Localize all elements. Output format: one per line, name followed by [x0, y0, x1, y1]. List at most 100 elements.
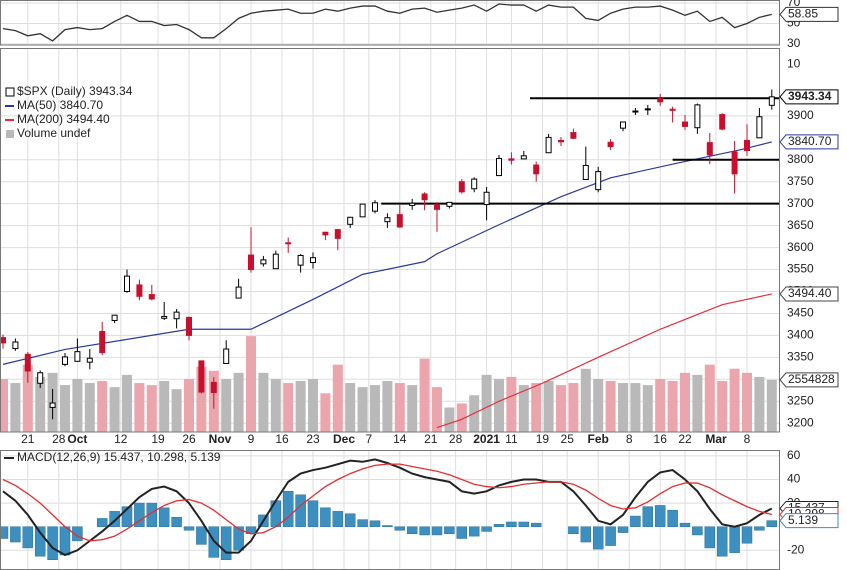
histogram-bar: [332, 511, 344, 527]
candle-body: [582, 164, 589, 181]
legend-entry: MA(50) 3840.70: [17, 98, 103, 112]
x-tick-label: 23: [306, 432, 320, 446]
y-tick-label: 3350: [787, 350, 814, 364]
price-title: $SPX (Daily) 3943.34: [17, 84, 133, 98]
candle-body: [248, 254, 254, 271]
legend-swatch: [6, 130, 14, 138]
volume-bar: [518, 385, 529, 432]
series-line: [2, 458, 773, 557]
volume-bar: [382, 381, 393, 432]
histogram-bar: [444, 526, 455, 535]
y-tick-label: 3750: [787, 174, 814, 188]
candle-body: [669, 108, 676, 111]
volume-bar: [605, 381, 616, 432]
candle-body: [409, 202, 416, 206]
histogram-bar: [406, 526, 418, 535]
volume-bar: [146, 385, 157, 432]
volume-bar: [766, 379, 777, 432]
volume-bar: [60, 385, 70, 432]
value-tag-box: [779, 134, 839, 150]
histogram-bar: [419, 526, 430, 536]
y-tick-label: 3650: [787, 218, 814, 232]
histogram-bar: [121, 506, 133, 527]
histogram-bar: [146, 502, 158, 527]
histogram-bar: [654, 505, 666, 527]
candle-body: [310, 257, 316, 264]
x-tick-label: 26: [182, 432, 196, 446]
candle-body: [136, 284, 143, 297]
histogram-bar: [344, 513, 356, 527]
histogram-bar: [630, 515, 641, 527]
value-tag: 3943.34: [788, 89, 832, 103]
value-tag: 2554828: [788, 372, 835, 386]
volume-bar: [717, 381, 728, 432]
histogram-bar: [158, 507, 170, 527]
candle-body: [508, 158, 515, 161]
candle-body: [421, 193, 428, 201]
candle-body: [446, 201, 453, 207]
histogram-bar: [0, 526, 9, 539]
legend-entry: MA(200) 3494.40: [17, 112, 110, 126]
histogram-bar: [530, 522, 542, 527]
value-tag-box: [779, 286, 839, 302]
series-line: [2, 141, 772, 365]
volume-bar: [258, 372, 269, 432]
volume-bar: [270, 378, 281, 432]
x-tick-label: 25: [561, 432, 575, 446]
volume-bar: [295, 381, 306, 432]
histogram-bar: [220, 526, 232, 560]
histogram-bar: [679, 522, 691, 527]
candle-body: [223, 348, 230, 365]
histogram-bar: [493, 524, 505, 527]
x-tick-label: 9: [248, 432, 255, 446]
volume-bar: [531, 383, 542, 432]
y-tick-label: 60: [787, 448, 801, 462]
candle-body: [0, 337, 6, 344]
volume-bar: [432, 387, 442, 432]
value-tag-box: [779, 513, 839, 529]
series-line: [436, 293, 772, 429]
x-tick-label: Dec: [333, 432, 355, 446]
candle-body: [533, 164, 540, 175]
price-frame: [0, 48, 780, 433]
histogram-bar: [96, 518, 108, 527]
x-tick-label: 21: [21, 432, 35, 446]
series-line: [2, 463, 772, 542]
candle-body: [347, 216, 354, 225]
histogram-bar: [481, 526, 492, 532]
volume-bar: [233, 372, 244, 432]
candle-body: [285, 242, 292, 245]
candle-body: [24, 353, 31, 372]
histogram-bar: [134, 502, 145, 527]
y-tick-label: 3550: [787, 262, 814, 276]
volume-bar: [593, 378, 604, 432]
volume-bar: [171, 389, 182, 432]
candle-body: [396, 214, 403, 228]
candle-body: [434, 204, 440, 210]
volume-bar: [630, 383, 641, 432]
volume-bar: [109, 387, 120, 432]
candle-body: [161, 316, 168, 319]
volume-bar: [345, 383, 356, 432]
histogram-bar: [692, 526, 703, 536]
x-tick-label: 8: [744, 432, 751, 446]
volume-bar: [246, 336, 256, 432]
value-tag: 3494.40: [788, 286, 832, 300]
volume-bar: [332, 364, 343, 432]
volume-bar: [506, 376, 517, 432]
histogram-bar: [506, 521, 517, 527]
histogram-bar: [233, 526, 244, 551]
candle-body: [719, 114, 726, 130]
volume-bar: [134, 383, 145, 432]
histogram-bar: [431, 526, 443, 536]
histogram-bar: [295, 494, 306, 527]
candle-body: [12, 341, 19, 350]
histogram-bar: [642, 506, 654, 527]
x-tick-label: 19: [151, 432, 165, 446]
histogram-bar: [382, 525, 393, 527]
histogram-bar: [369, 520, 381, 527]
volume-bar: [543, 381, 554, 432]
histogram-bar: [109, 511, 120, 527]
volume-bar: [692, 374, 703, 432]
candle-body: [260, 259, 267, 265]
